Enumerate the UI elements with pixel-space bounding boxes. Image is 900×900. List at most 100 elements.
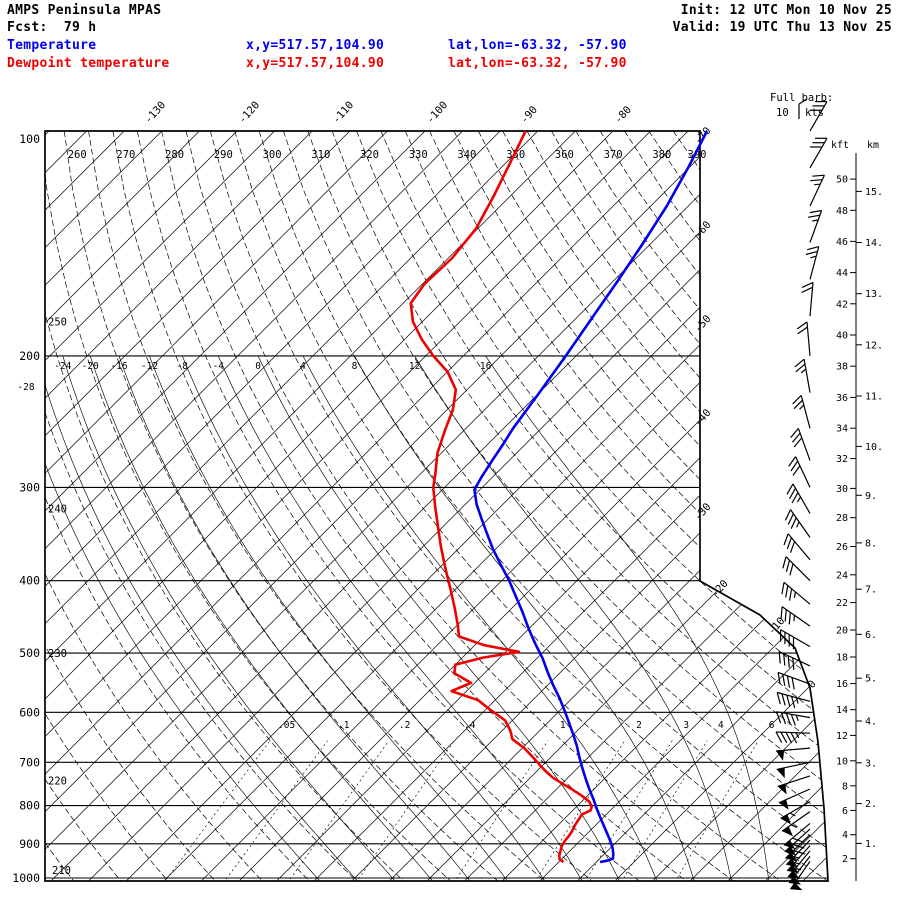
wind-barbs xyxy=(775,100,828,891)
kft-tick-label: 28 xyxy=(836,513,848,524)
isotherm-lines xyxy=(45,131,828,881)
kft-tick-label: 4 xyxy=(842,830,848,841)
moist-adiabat-label: 12 xyxy=(409,361,420,372)
kft-tick-label: 12 xyxy=(836,731,848,742)
theta-label: 260 xyxy=(68,149,87,161)
km-tick-label: 3. xyxy=(865,758,877,769)
mixing-ratio-label: .4 xyxy=(464,720,476,731)
kft-tick-label: 30 xyxy=(836,484,848,495)
mixing-ratio-label: 6 xyxy=(769,720,775,731)
temperature-legend-latlon: lat,lon=-63.32, -57.90 xyxy=(448,38,627,53)
theta-label: 320 xyxy=(360,149,379,161)
isotherm-label: -10 xyxy=(766,615,788,637)
moist-adiabat-label: -16 xyxy=(110,361,127,372)
km-tick-label: 10. xyxy=(865,442,883,453)
theta-label: 240 xyxy=(48,503,67,515)
pressure-tick-label: 300 xyxy=(19,480,40,494)
dewpoint-legend-xy: x,y=517.57,104.90 xyxy=(246,56,385,71)
pressure-tick-label: 1000 xyxy=(12,871,40,885)
isotherm-label: -40 xyxy=(692,407,714,429)
km-tick-label: 4. xyxy=(865,717,877,728)
kft-tick-label: 32 xyxy=(836,454,848,465)
kft-tick-label: 6 xyxy=(842,806,848,817)
kft-tick-label: 14 xyxy=(836,705,848,716)
km-tick-label: 14. xyxy=(865,238,883,249)
kft-axis-title: kft xyxy=(831,140,849,151)
mixing-ratio-label: 4 xyxy=(718,720,724,731)
moist-adiabat-label: -12 xyxy=(141,361,158,372)
km-tick-label: 12. xyxy=(865,340,883,351)
pressure-tick-label: 700 xyxy=(19,755,40,769)
theta-label: 280 xyxy=(165,149,184,161)
isotherm-label: -50 xyxy=(692,313,714,335)
km-tick-label: 6. xyxy=(865,630,877,641)
mixing-ratio-label: .2 xyxy=(399,720,410,731)
pressure-tick-label: 600 xyxy=(19,705,40,719)
theta-label: 270 xyxy=(116,149,135,161)
moist-adiabat-label: -8 xyxy=(177,361,189,372)
km-tick-label: 9. xyxy=(865,491,877,502)
kft-tick-label: 34 xyxy=(836,424,848,435)
kft-tick-label: 40 xyxy=(836,331,848,342)
dewpoint-legend-label: Dewpoint temperature xyxy=(7,56,170,71)
kft-tick-label: 16 xyxy=(836,679,848,690)
kft-tick-label: 22 xyxy=(836,598,848,609)
kft-tick-label: 36 xyxy=(836,393,848,404)
isotherm-label: -30 xyxy=(692,501,714,523)
isotherm-label: -60 xyxy=(692,219,714,241)
moist-adiabat-label: 4 xyxy=(300,361,306,372)
mixing-ratio-lines xyxy=(154,740,759,881)
moist-adiabat-label: 8 xyxy=(352,361,358,372)
pressure-tick-label: 400 xyxy=(19,574,40,588)
km-tick-label: 11. xyxy=(865,392,883,403)
forecast-hour: Fcst: 79 h xyxy=(7,20,97,35)
kft-tick-label: 18 xyxy=(836,653,848,664)
temperature-legend-xy: x,y=517.57,104.90 xyxy=(246,38,385,53)
moist-adiabat-label: -20 xyxy=(82,361,99,372)
theta-label: 380 xyxy=(652,149,671,161)
kft-tick-label: 20 xyxy=(836,626,848,637)
km-tick-label: 2. xyxy=(865,799,877,810)
init-time: Init: 12 UTC Mon 10 Nov 25 xyxy=(680,3,892,18)
temperature-curve xyxy=(473,130,709,864)
moist-adiabat-label: -28 xyxy=(17,382,34,393)
theta-label: 340 xyxy=(457,149,476,161)
plot-border xyxy=(44,130,829,882)
theta-label: 360 xyxy=(555,149,574,161)
theta-label: 300 xyxy=(263,149,282,161)
kft-tick-label: 8 xyxy=(842,781,848,792)
pressure-tick-label: 800 xyxy=(19,799,40,813)
isotherm-label: -120 xyxy=(236,99,262,126)
pressure-tick-label: 500 xyxy=(19,646,40,660)
kft-tick-label: 48 xyxy=(836,206,848,217)
theta-label: 350 xyxy=(506,149,525,161)
kft-tick-label: 2 xyxy=(842,854,848,865)
kft-tick-label: 26 xyxy=(836,542,848,553)
mixing-ratio-label: .05 xyxy=(278,720,295,731)
kft-tick-label: 24 xyxy=(836,570,848,581)
km-tick-label: 7. xyxy=(865,585,877,596)
dewpoint-legend-latlon: lat,lon=-63.32, -57.90 xyxy=(448,56,627,71)
altitude-axes: kft km50484644424038363432302826242220181… xyxy=(831,140,883,881)
isotherm-label: -100 xyxy=(424,99,450,126)
km-tick-label: 13. xyxy=(865,289,883,300)
valid-time: Valid: 19 UTC Thu 13 Nov 25 xyxy=(672,20,892,35)
mixing-ratio-label: 2 xyxy=(636,720,642,731)
theta-label: 370 xyxy=(604,149,623,161)
mixing-ratio-label: .1 xyxy=(338,720,350,731)
isotherm-label: -110 xyxy=(330,99,356,126)
theta-label: 310 xyxy=(311,149,330,161)
model-title: AMPS Peninsula MPAS xyxy=(7,3,162,18)
moist-adiabat-label: -4 xyxy=(212,361,224,372)
pressure-tick-label: 100 xyxy=(19,132,40,146)
km-tick-label: 8. xyxy=(865,538,877,549)
kft-tick-label: 42 xyxy=(836,299,848,310)
moist-adiabat-label: -24 xyxy=(54,361,71,372)
mixing-ratio-label: 1 xyxy=(560,720,566,731)
moist-adiabat-label: 0 xyxy=(255,361,261,372)
svg-text:10: 10 xyxy=(776,107,789,119)
kft-tick-label: 38 xyxy=(836,362,848,373)
kft-tick-label: 44 xyxy=(836,268,848,279)
